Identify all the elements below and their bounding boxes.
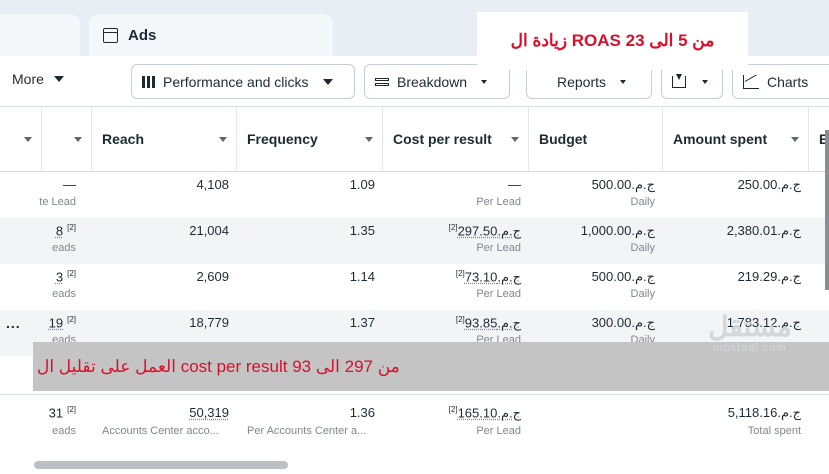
column-header-amount-spent[interactable]: Amount spent (663, 107, 809, 171)
line-chart-icon (743, 74, 759, 89)
column-header-budget[interactable]: Budget (529, 107, 663, 171)
more-button[interactable]: More (12, 71, 64, 87)
chevron-down-icon (365, 137, 373, 142)
watermark-logo: مستقل mostaql.com (708, 311, 792, 355)
reports-label: Reports (557, 73, 607, 90)
performance-label: Performance and clicks (163, 73, 309, 90)
table-row[interactable]: 8 [2] eads 21,004 1.35 ج.م.297.50[2] Per … (0, 218, 829, 264)
charts-button[interactable]: Charts (732, 64, 829, 99)
ads-table: Reach Frequency Cost per result Budget A… (0, 106, 829, 474)
chevron-down-icon (620, 79, 627, 84)
totals-row: 31 [2] eads 50,319 Accounts Center acco..… (0, 394, 829, 446)
chevron-down-icon (702, 79, 708, 84)
more-label: More (12, 71, 44, 87)
tab-previous[interactable] (0, 14, 80, 56)
chevron-down-icon (219, 137, 227, 142)
column-header-frequency[interactable]: Frequency (237, 107, 383, 171)
columns-icon (142, 75, 155, 88)
download-icon (672, 73, 686, 88)
column-header-reach[interactable]: Reach (92, 107, 237, 171)
chevron-down-icon (791, 137, 799, 142)
annotation-cost-per-result: من 297 الى 93 cost per result العمل على … (33, 342, 829, 391)
chevron-down-icon (511, 137, 519, 142)
breakdown-label: Breakdown (397, 73, 468, 90)
horizontal-scrollbar[interactable] (34, 461, 288, 469)
chevron-down-icon (322, 78, 333, 85)
charts-label: Charts (767, 73, 809, 90)
tab-ads[interactable]: Ads (89, 14, 333, 56)
tab-ads-label: Ads (128, 26, 157, 44)
chevron-down-icon (24, 137, 32, 142)
column-header-next[interactable]: E (819, 131, 829, 147)
annotation-roas: من 5 الى 23 ROAS زيادة ال (477, 12, 748, 70)
table-row[interactable]: 3 [2] eads 2,609 1.14 ج.م.73.10[2] Per Le… (52, 269, 801, 300)
column-header-previous[interactable] (0, 107, 42, 171)
table-header: Reach Frequency Cost per result Budget A… (0, 106, 829, 172)
ads-tab-icon (103, 27, 118, 43)
chevron-down-icon (53, 76, 64, 82)
breakdown-icon (375, 77, 389, 86)
chevron-down-icon (74, 137, 82, 142)
table-row[interactable]: — te Lead 4,108 1.09 — Per Lead ج.م.500.… (39, 177, 801, 208)
column-header-cost-per-result[interactable]: Cost per result (383, 107, 529, 171)
column-header-results[interactable] (42, 107, 92, 171)
toolbar: More Performance and clicks Breakdown Re… (0, 56, 829, 106)
more-options-icon[interactable]: ... (6, 315, 21, 331)
vertical-scrollbar[interactable] (825, 130, 829, 290)
columns-performance-button[interactable]: Performance and clicks (131, 64, 355, 99)
chevron-down-icon (481, 79, 488, 84)
